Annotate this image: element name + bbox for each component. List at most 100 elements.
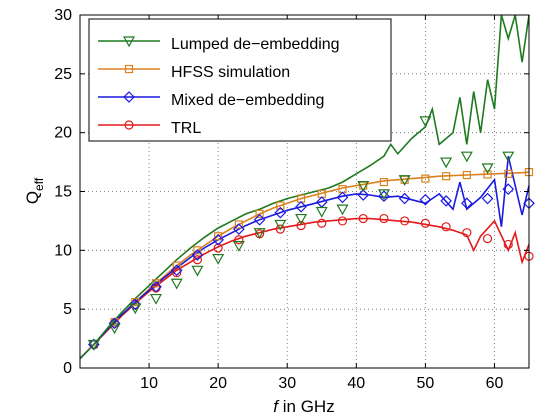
- x-tick-label: 50: [416, 375, 434, 392]
- data-point-trl: [296, 221, 306, 231]
- legend-sample-mixed: [98, 91, 160, 103]
- data-point-mixed: [170, 264, 183, 277]
- data-point-mixed: [357, 189, 370, 201]
- data-point-mixed: [191, 249, 204, 261]
- data-point-lumped: [191, 265, 204, 277]
- legend-entry-trl: TRL: [98, 120, 201, 137]
- data-point-mixed: [150, 280, 162, 293]
- data-point-lumped: [419, 116, 432, 128]
- y-axis-title: Qeff: [23, 177, 46, 204]
- y-tick-label: 15: [54, 184, 72, 201]
- series-line-hfss: [79, 171, 530, 360]
- data-point-trl: [275, 224, 285, 234]
- data-point-lumped: [336, 204, 349, 216]
- data-point-mixed: [419, 193, 432, 206]
- data-point-hfss: [442, 172, 451, 181]
- y-axis-title-sub: eff: [32, 177, 46, 191]
- y-tick-label: 5: [63, 301, 72, 318]
- data-point-lumped: [377, 189, 390, 201]
- data-point-lumped: [170, 278, 183, 290]
- data-point-trl: [441, 222, 451, 232]
- data-point-lumped: [460, 151, 473, 163]
- legend-label-mixed: Mixed de−embedding: [171, 92, 324, 109]
- svg-text:Qeff: Qeff: [23, 177, 46, 204]
- data-point-mixed: [398, 192, 411, 205]
- legend-sample-trl: [98, 120, 160, 130]
- series-line-mixed: [79, 156, 530, 360]
- x-tick-label: 60: [486, 375, 504, 392]
- series-line-trl: [79, 217, 530, 360]
- data-point-mixed: [129, 298, 142, 311]
- data-point-trl: [420, 218, 430, 228]
- data-point-trl: [109, 318, 120, 328]
- data-point-lumped: [149, 293, 163, 305]
- data-point-lumped: [295, 213, 308, 225]
- x-tick-label: 10: [140, 375, 158, 392]
- x-axis-title-rest: in GHz: [278, 397, 335, 416]
- data-point-trl: [379, 213, 389, 224]
- x-tick-label: 20: [209, 375, 227, 392]
- data-point-mixed: [212, 233, 225, 246]
- y-tick-label: 30: [54, 7, 72, 24]
- legend-box: [88, 18, 392, 142]
- data-point-lumped: [232, 241, 245, 252]
- series-markers: [87, 116, 535, 351]
- data-point-lumped: [253, 228, 266, 239]
- data-point-hfss: [214, 232, 223, 241]
- tick-labels: 10 20 30 40 50 60 0 5 10 15 20 25 30: [54, 7, 503, 392]
- data-point-hfss: [379, 177, 389, 187]
- data-point-trl: [358, 213, 368, 224]
- data-point-lumped: [502, 151, 515, 163]
- legend: Lumped de−embedding HFSS simulation Mixe…: [88, 18, 392, 142]
- data-point-hfss: [255, 209, 264, 218]
- x-axis-title-var: f: [273, 397, 280, 416]
- x-tick-label: 40: [347, 375, 365, 392]
- legend-label-lumped: Lumped de−embedding: [171, 36, 340, 53]
- y-tick-label: 25: [54, 66, 72, 83]
- data-point-trl: [172, 268, 182, 278]
- x-axis-title: f in GHz: [273, 397, 334, 416]
- data-point-mixed: [336, 191, 349, 204]
- x-tick-label: 30: [278, 375, 296, 392]
- data-point-trl: [400, 216, 410, 226]
- y-axis-title-main: Q: [23, 191, 42, 204]
- data-point-trl: [482, 233, 493, 244]
- legend-entry-mixed: Mixed de−embedding: [98, 91, 324, 109]
- data-point-mixed: [295, 200, 307, 213]
- data-point-mixed: [253, 213, 266, 226]
- legend-marker-mixed: [123, 91, 135, 103]
- y-tick-label: 20: [54, 125, 72, 142]
- data-point-mixed: [440, 195, 452, 207]
- data-point-trl: [337, 216, 348, 226]
- data-point-mixed: [481, 192, 494, 205]
- data-point-lumped: [398, 175, 411, 186]
- data-point-mixed: [378, 190, 390, 203]
- data-point-mixed: [233, 223, 245, 236]
- data-point-lumped: [481, 163, 494, 175]
- data-point-lumped: [315, 206, 328, 218]
- data-point-hfss: [421, 174, 430, 183]
- data-point-hfss: [151, 279, 161, 288]
- data-point-hfss: [504, 169, 513, 178]
- data-point-trl: [462, 228, 472, 238]
- legend-entry-lumped: Lumped de−embedding: [98, 36, 340, 53]
- legend-label-trl: TRL: [171, 120, 201, 137]
- data-point-lumped: [129, 303, 142, 315]
- series-line-lumped: [79, 14, 530, 360]
- data-point-lumped: [274, 219, 287, 231]
- data-point-mixed: [274, 206, 287, 219]
- legend-sample-hfss: [98, 64, 160, 74]
- data-point-mixed: [108, 317, 121, 330]
- data-point-trl: [234, 235, 244, 245]
- data-point-mixed: [502, 183, 515, 195]
- data-point-trl: [192, 255, 203, 265]
- data-point-hfss: [276, 201, 285, 210]
- data-point-hfss: [234, 220, 243, 229]
- legend-marker-hfss: [124, 64, 134, 74]
- data-point-trl: [317, 218, 327, 228]
- y-tick-label: 10: [54, 242, 72, 259]
- data-point-lumped: [212, 253, 225, 265]
- legend-label-hfss: HFSS simulation: [171, 64, 290, 81]
- data-point-lumped: [357, 181, 370, 192]
